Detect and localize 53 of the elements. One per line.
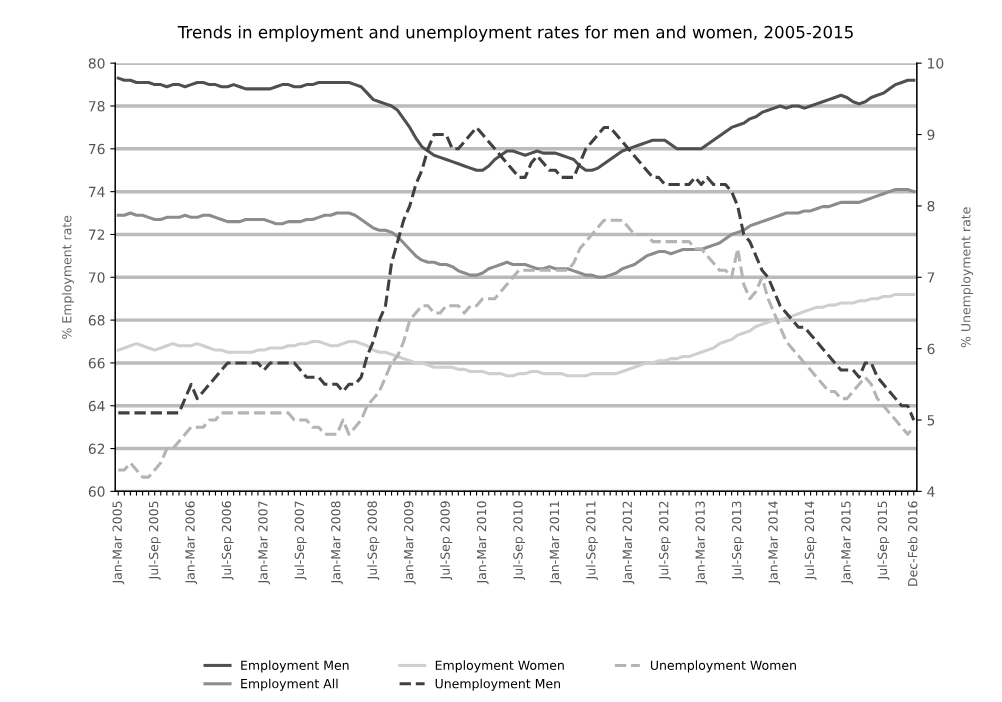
y-tick-label: 72	[88, 229, 105, 240]
y2-axis-title: % Unemployment rate	[960, 207, 973, 348]
y-tick-label: 70	[88, 272, 105, 283]
x-tick-label: Jul-Sep 2015	[877, 501, 890, 581]
x-tick-label: Jan-Mar 2015	[841, 501, 853, 585]
y2-tick-label: 8	[927, 200, 935, 212]
x-tick-label: Jul-Sep 2011	[585, 501, 598, 581]
y2-tick-label: 7	[927, 272, 935, 283]
x-tick-label: Jul-Sep 2008	[367, 501, 380, 581]
x-tick-label: Jul-Sep 2007	[294, 501, 307, 581]
x-tick-label: Jan-Mar 2011	[549, 501, 562, 585]
legend-label: Unemployment Men	[435, 678, 560, 691]
y2-tick-label: 5	[927, 415, 935, 426]
x-tick-label: Jan-Mar 2008	[331, 501, 343, 585]
y-tick-label: 78	[88, 100, 105, 112]
x-tick-label: Jan-Mar 2005	[112, 501, 125, 585]
legend-label: Employment All	[241, 678, 338, 691]
y2-tick-label: 9	[927, 129, 935, 141]
x-tick-label: Jan-Mar 2009	[403, 501, 416, 585]
y-tick-label: 76	[88, 143, 105, 155]
x-tick-label: Jan-Mar 2013	[695, 501, 708, 585]
legend-label: Employment Men	[241, 660, 349, 673]
y-tick-label: 80	[88, 58, 105, 69]
x-tick-label: Jan-Mar 2010	[476, 501, 489, 585]
x-tick-label: Jan-Mar 2014	[768, 501, 781, 585]
legend-label: Employment Women	[435, 660, 564, 673]
y2-tick-label: 4	[927, 486, 935, 497]
y-tick-label: 60	[88, 486, 105, 497]
x-tick-label: Jul-Sep 2010	[513, 501, 526, 581]
x-tick-label: Jul-Sep 2014	[804, 501, 817, 581]
y-tick-label: 74	[88, 186, 105, 197]
x-tick-label: Jul-Sep 2012	[658, 501, 671, 581]
y2-tick-label: 6	[927, 343, 935, 355]
x-tick-label: Jul-Sep 2009	[440, 501, 453, 581]
line-series	[116, 187, 916, 279]
x-tick-label: Jan-Mar 2006	[185, 501, 198, 585]
x-tick-label: Jul-Sep 2006	[221, 501, 234, 581]
x-tick-label: Dec-Feb 2016	[907, 501, 918, 586]
line-series	[116, 292, 916, 378]
y-tick-label: 68	[88, 315, 105, 326]
legend-label: Unemployment Women	[650, 660, 796, 673]
x-tick-label: Jul-Sep 2013	[731, 501, 744, 581]
y-axis-title: % Employment rate	[61, 215, 74, 339]
y-tick-label: 66	[88, 357, 105, 369]
x-tick-label: Jul-Sep 2005	[148, 501, 161, 581]
x-tick-label: Jan-Mar 2012	[622, 501, 635, 585]
y-tick-label: 62	[88, 443, 105, 455]
y2-tick-label: 10	[928, 58, 944, 69]
x-tick-label: Jan-Mar 2007	[258, 501, 270, 585]
line-series	[116, 125, 916, 422]
chart-title: Trends in employment and unemployment rates for men and women, 2005-2015	[177, 25, 853, 42]
line-series	[116, 76, 916, 172]
y-tick-label: 64	[88, 400, 105, 412]
